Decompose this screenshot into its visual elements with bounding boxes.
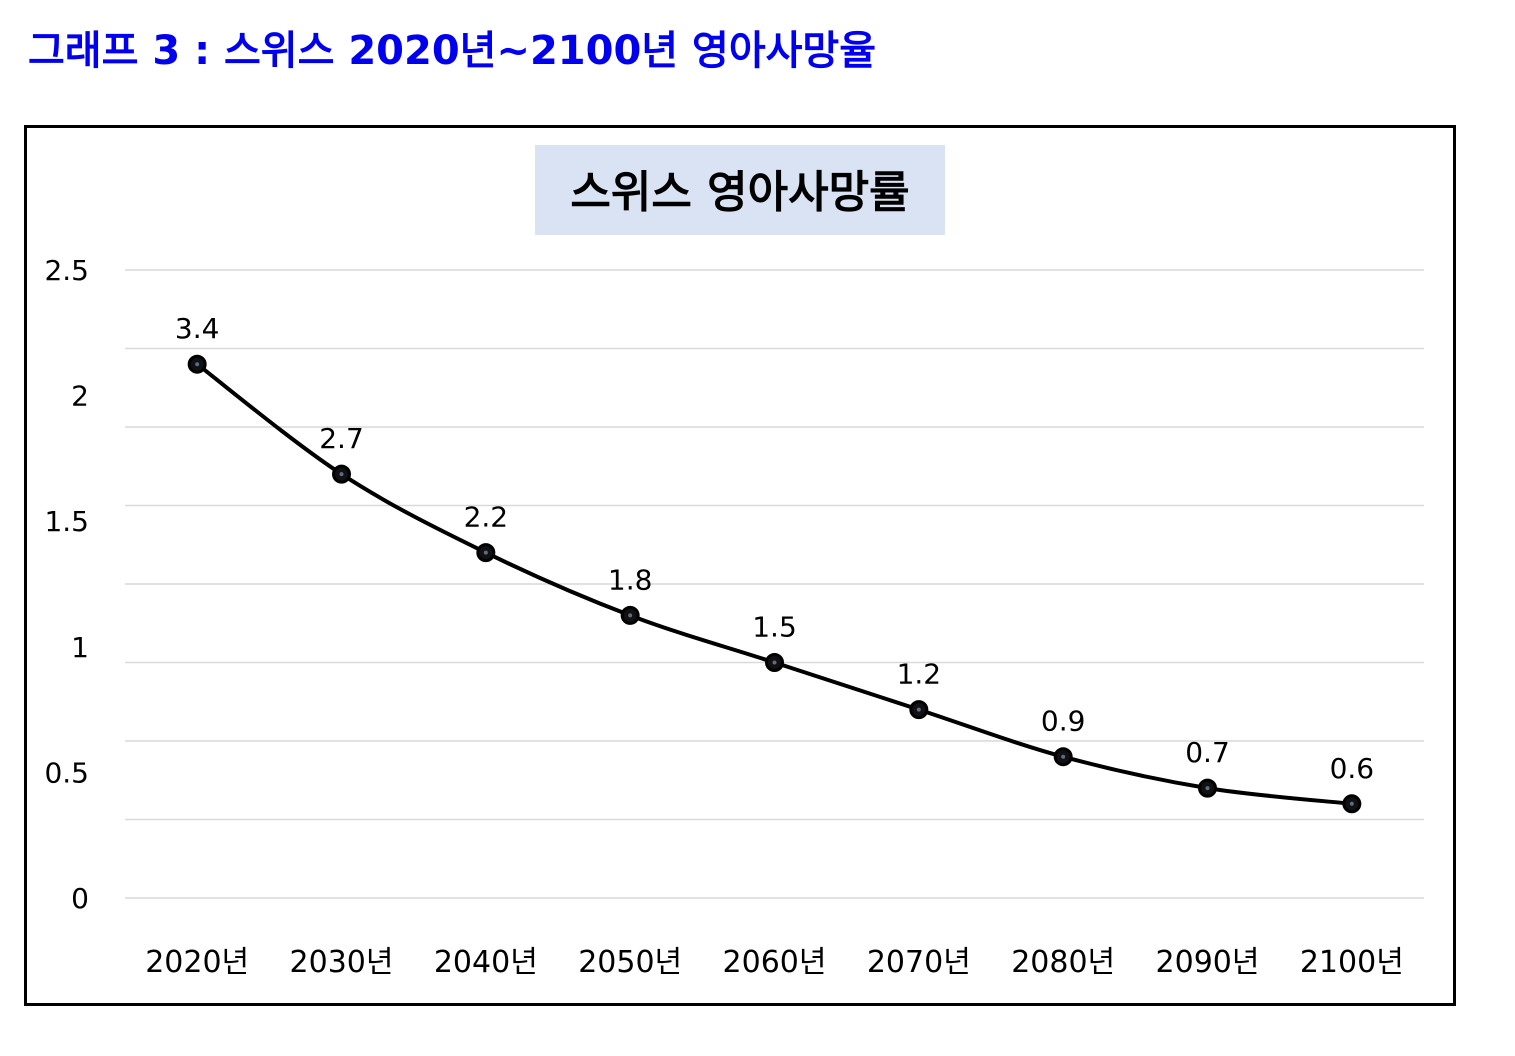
data-point-center [1061,754,1066,759]
x-axis-ticks: 2020년 2030년 2040년 2050년 2060년 2070년 2080년 2090년… [145,945,1404,980]
data-label: 0.9 [1041,705,1086,738]
data-point-center [1205,786,1210,791]
data-label: 1.8 [608,563,653,596]
y-tick-label: 1.5 [44,505,89,538]
y-axis-ticks: 0 0.5 1 1.5 2 2.5 [44,254,89,915]
x-tick-label: 2050년 [578,945,682,980]
x-tick-label: 2040년 [434,945,538,980]
page-heading: 그래프 3 : 스위스 2020년~2100년 영아사망율 [28,28,877,74]
gridlines [125,269,1424,899]
x-tick-label: 2080년 [1011,945,1115,980]
x-tick-label: 2090년 [1156,945,1260,980]
y-tick-label: 1 [71,631,89,664]
x-tick-label: 2100년 [1300,945,1404,980]
chart-frame: 스위스 영아사망률 0 0.5 1 1.5 2 2.5 2020년 2030년 2040년 20… [24,125,1456,1006]
data-point-center [1349,801,1354,806]
y-tick-label: 0 [71,882,89,915]
x-tick-label: 2070년 [867,945,971,980]
x-tick-label: 2030년 [290,945,394,980]
data-point-center [916,707,921,712]
series [187,354,1362,814]
data-point-center [628,613,633,618]
data-label: 1.5 [752,611,797,644]
data-label: 1.2 [897,658,942,691]
data-label: 0.6 [1330,752,1375,785]
chart-title-text: 스위스 영아사망률 [570,167,909,218]
chart-title-background [535,145,945,235]
chart-title: 스위스 영아사망률 [535,145,945,235]
line-chart: 스위스 영아사망률 00.511.522.5 2020년 2030년 2040년 20… [44,145,1424,980]
data-label: 3.4 [175,312,220,345]
x-tick-label: 2020년 [145,945,249,980]
data-label: 0.7 [1185,736,1230,769]
data-label: 2.2 [464,501,509,534]
x-tick-label: 2060년 [723,945,827,980]
y-tick-label: 0.5 [44,756,89,789]
data-point-center [195,362,200,367]
data-point-center [483,550,488,555]
y-tick-label: 2.5 [44,254,89,287]
data-label: 2.7 [319,422,364,455]
data-point-center [339,472,344,477]
data-labels: 3.4 2.7 2.2 1.8 1.5 1.2 0.9 0.7 0.6 [175,312,1374,785]
data-point-center [772,660,777,665]
y-tick-label: 2 [71,380,89,413]
